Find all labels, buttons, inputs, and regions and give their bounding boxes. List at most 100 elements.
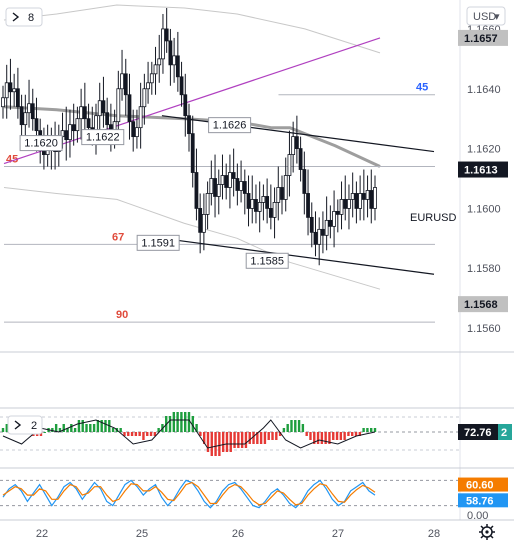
macd-bar <box>184 412 187 432</box>
macd-bar <box>225 432 229 452</box>
gear-teeth[interactable] <box>479 524 495 540</box>
gear-hub[interactable] <box>485 530 489 534</box>
candle-body <box>291 136 296 155</box>
candle-body <box>272 202 277 218</box>
candle-body <box>75 118 80 132</box>
macd-bar <box>301 424 305 432</box>
macd-bar <box>100 420 103 432</box>
price-tag-box <box>81 129 125 146</box>
macd-bar <box>168 416 172 432</box>
macd-bar <box>153 432 157 436</box>
candle-body <box>127 94 132 123</box>
macd-bar <box>328 432 331 444</box>
candle-body <box>235 178 240 191</box>
candle-body <box>335 211 340 215</box>
interval-label: 8 <box>28 12 34 24</box>
macd-bar <box>286 424 289 432</box>
price-tag-box <box>19 135 63 152</box>
interval-box[interactable] <box>5 7 43 27</box>
macd-bar <box>187 412 191 432</box>
price-badge-label: 1.1657 <box>464 33 498 45</box>
candle-body <box>309 216 314 233</box>
candle-body <box>324 219 329 236</box>
macd-bar <box>373 428 377 432</box>
macd-bar <box>146 432 149 436</box>
macd-bar <box>180 412 183 432</box>
candle-body <box>201 213 206 233</box>
price-badge-label: 1.1613 <box>464 165 498 177</box>
y-tick-label: 1.1640 <box>467 84 501 96</box>
candle-body <box>161 28 165 60</box>
x-tick-label: 28 <box>428 528 440 540</box>
macd-count-badge <box>498 424 512 440</box>
y-tick-label: 1.1560 <box>467 323 501 335</box>
candle-body <box>294 136 299 149</box>
macd-pane-box[interactable] <box>7 415 43 435</box>
candle-body <box>1 97 5 108</box>
macd-bar <box>354 432 358 436</box>
candle-body <box>153 64 158 75</box>
macd-bar <box>313 432 316 444</box>
level-lines: 45 45 67 90 <box>4 82 435 323</box>
currency-control[interactable]: USD ▾ <box>466 6 506 26</box>
candle-body <box>242 181 247 194</box>
chevron-right-icon[interactable] <box>14 420 22 430</box>
macd-bar <box>370 428 373 432</box>
candle-body <box>23 112 28 126</box>
macd-bar <box>229 432 232 452</box>
settings-gear-icon[interactable] <box>479 524 495 540</box>
macd-value-label: 72.76 <box>464 427 492 439</box>
macd-bar <box>316 432 320 444</box>
stoch-k-line <box>2 479 376 509</box>
macd-bar <box>73 428 77 432</box>
x-tick-label: 27 <box>332 528 344 540</box>
level-label: 45 <box>416 82 428 94</box>
interval-control[interactable]: 8 <box>5 7 43 27</box>
macd-bar <box>297 420 301 432</box>
macd-bar <box>339 432 343 440</box>
price-badge <box>458 296 508 313</box>
candles <box>1 8 377 266</box>
macd-bar <box>195 424 198 432</box>
chevron-right-icon[interactable] <box>12 12 20 22</box>
currency-box[interactable] <box>466 6 506 26</box>
candle-body <box>373 187 377 209</box>
stoch-y-tick-label: 0.00 <box>467 510 488 522</box>
macd-bar <box>210 432 213 456</box>
candle-body <box>175 55 180 78</box>
macd-bar <box>240 432 244 448</box>
candle-body <box>172 55 177 66</box>
lower-band-line <box>3 187 381 290</box>
candle-body <box>86 118 91 129</box>
candle-body <box>328 219 333 227</box>
macd-bar <box>89 424 92 432</box>
candle-body <box>231 172 236 179</box>
macd-bar <box>130 432 134 436</box>
candle-body <box>361 193 366 200</box>
candle-body <box>365 190 370 200</box>
chevron-down-icon[interactable]: ▾ <box>494 11 500 23</box>
candle-body <box>64 130 69 141</box>
time-axis[interactable]: 22 25 26 27 28 <box>36 528 440 540</box>
candle-body <box>198 208 203 233</box>
macd-bar <box>104 420 107 432</box>
macd-pane-control[interactable]: 2 <box>7 415 43 435</box>
candle-body <box>261 196 266 203</box>
price-badge-label: 1.1568 <box>464 299 498 311</box>
channel-lower[interactable] <box>161 237 435 275</box>
macd-bar <box>202 432 206 444</box>
macd-count-label: 2 <box>501 427 507 439</box>
level-label: 67 <box>112 231 124 243</box>
macd-bar <box>119 428 122 432</box>
macd-bar <box>294 420 297 432</box>
candle-body <box>205 193 210 215</box>
channel-upper[interactable] <box>161 115 435 153</box>
price-tag-label: 1.1620 <box>24 138 58 150</box>
macd-bar <box>62 424 65 432</box>
macd-bar <box>244 432 248 448</box>
macd-bar <box>172 412 176 432</box>
macd-bar <box>81 420 84 432</box>
candle-body <box>123 73 128 96</box>
candle-body <box>12 88 17 93</box>
